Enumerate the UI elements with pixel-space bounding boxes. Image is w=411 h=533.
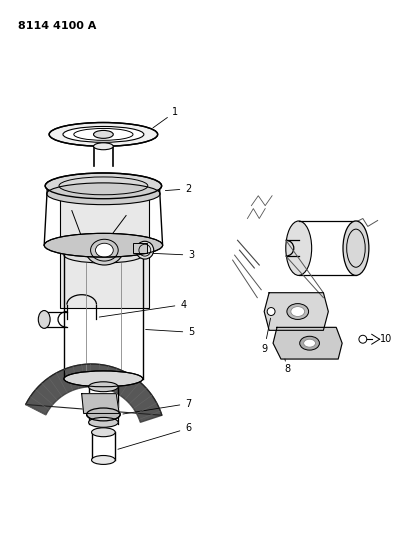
Ellipse shape xyxy=(267,308,275,316)
Ellipse shape xyxy=(63,126,144,142)
Ellipse shape xyxy=(89,401,118,411)
Text: 1: 1 xyxy=(153,107,178,128)
Ellipse shape xyxy=(94,131,113,139)
Polygon shape xyxy=(273,327,342,359)
Ellipse shape xyxy=(85,236,123,265)
Ellipse shape xyxy=(287,304,309,319)
Ellipse shape xyxy=(95,243,113,257)
Ellipse shape xyxy=(300,336,319,350)
Text: 10: 10 xyxy=(380,334,392,344)
Ellipse shape xyxy=(45,173,162,199)
Ellipse shape xyxy=(38,311,50,328)
Ellipse shape xyxy=(286,221,312,276)
Ellipse shape xyxy=(89,417,118,427)
Ellipse shape xyxy=(49,123,158,146)
Text: 4: 4 xyxy=(99,300,187,317)
Text: 2: 2 xyxy=(165,184,192,194)
Ellipse shape xyxy=(291,306,305,317)
Ellipse shape xyxy=(94,143,113,150)
Bar xyxy=(60,199,149,308)
Ellipse shape xyxy=(47,183,160,205)
Ellipse shape xyxy=(304,339,316,347)
Ellipse shape xyxy=(92,456,115,464)
Ellipse shape xyxy=(44,233,163,257)
Ellipse shape xyxy=(87,408,120,421)
Text: 5: 5 xyxy=(145,327,194,337)
Text: 8: 8 xyxy=(284,359,290,374)
Polygon shape xyxy=(82,394,119,414)
Bar xyxy=(133,243,147,253)
Polygon shape xyxy=(25,364,162,422)
Text: 9: 9 xyxy=(261,318,270,354)
Ellipse shape xyxy=(343,221,369,276)
Text: 6: 6 xyxy=(118,423,192,449)
Ellipse shape xyxy=(64,247,143,263)
Ellipse shape xyxy=(136,241,154,259)
Text: 3: 3 xyxy=(150,250,194,260)
Ellipse shape xyxy=(359,335,367,343)
Text: 8114 4100 A: 8114 4100 A xyxy=(18,21,96,30)
Ellipse shape xyxy=(92,428,115,437)
Text: 7: 7 xyxy=(123,399,192,414)
Ellipse shape xyxy=(89,382,118,392)
Ellipse shape xyxy=(64,371,143,387)
Polygon shape xyxy=(264,293,328,330)
